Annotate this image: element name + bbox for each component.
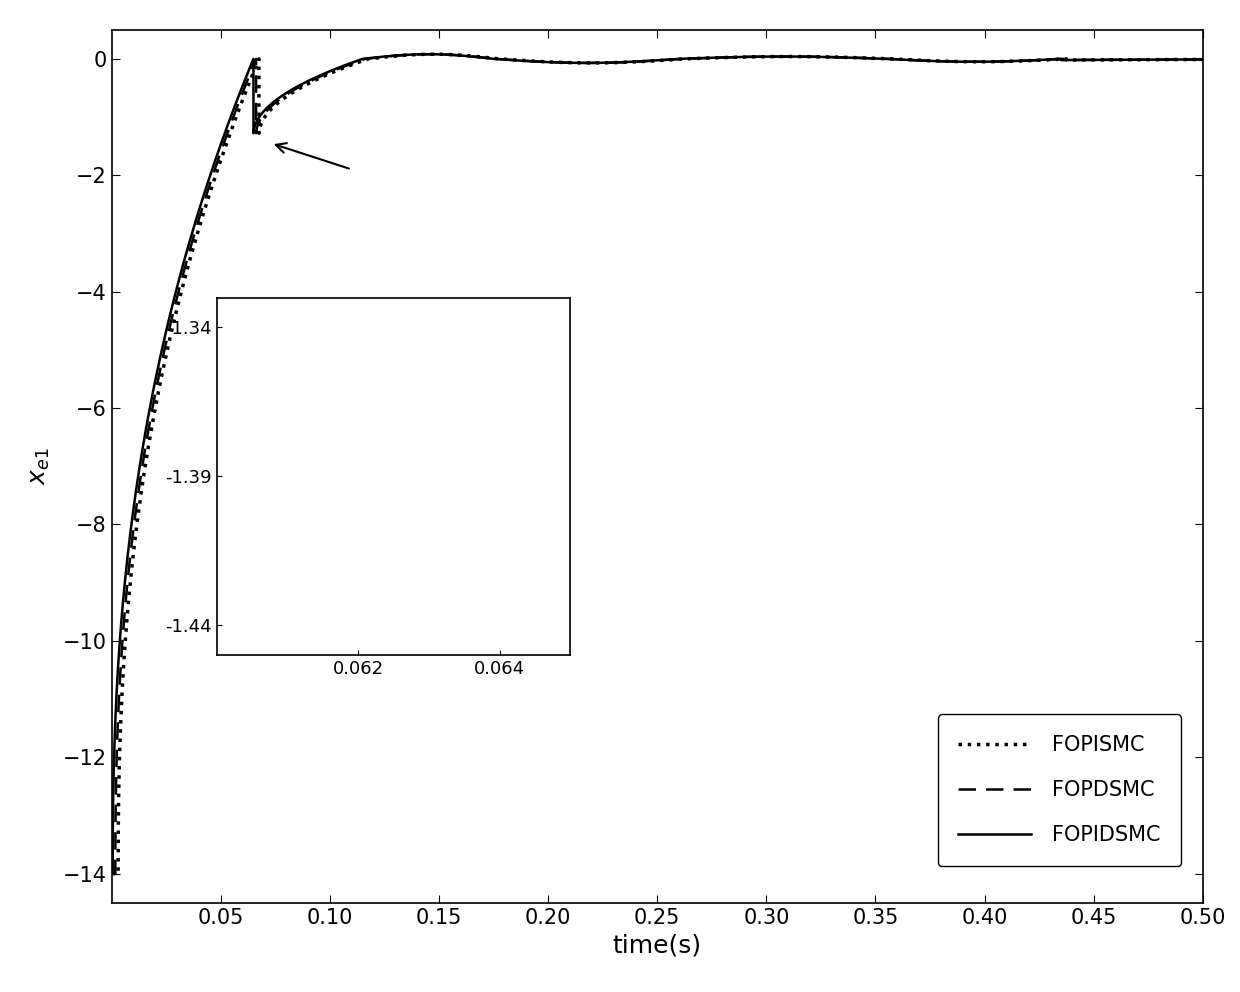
FOPISMC <box>104 868 119 880</box>
X-axis label: time(s): time(s) <box>613 933 702 957</box>
FOPDSMC <box>764 51 779 62</box>
FOPISMC <box>1195 54 1210 65</box>
FOPIDSMC <box>420 49 435 61</box>
FOPISMC <box>885 53 900 64</box>
FOPIDSMC <box>1125 54 1140 65</box>
Line: FOPIDSMC: FOPIDSMC <box>112 55 1203 874</box>
FOPDSMC <box>104 868 119 880</box>
Y-axis label: $x_{e1}$: $x_{e1}$ <box>27 447 52 485</box>
FOPISMC <box>620 57 635 68</box>
FOPDSMC <box>1125 54 1140 65</box>
FOPISMC <box>427 49 441 61</box>
FOPDSMC <box>885 54 900 65</box>
Line: FOPDSMC: FOPDSMC <box>112 55 1203 874</box>
FOPISMC <box>1125 54 1140 65</box>
FOPIDSMC <box>805 51 820 62</box>
FOPDSMC <box>1195 54 1210 65</box>
FOPDSMC <box>423 49 438 61</box>
FOPIDSMC <box>620 56 635 67</box>
FOPIDSMC <box>376 51 391 62</box>
FOPISMC <box>376 52 391 63</box>
FOPIDSMC <box>885 54 900 65</box>
FOPDSMC <box>376 51 391 62</box>
Legend: FOPISMC, FOPDSMC, FOPIDSMC: FOPISMC, FOPDSMC, FOPIDSMC <box>937 714 1182 866</box>
FOPIDSMC <box>764 51 779 62</box>
Line: FOPISMC: FOPISMC <box>112 55 1203 874</box>
FOPISMC <box>805 51 820 62</box>
FOPIDSMC <box>1195 54 1210 65</box>
FOPDSMC <box>620 57 635 68</box>
FOPISMC <box>764 51 779 62</box>
FOPDSMC <box>805 51 820 62</box>
FOPIDSMC <box>104 868 119 880</box>
